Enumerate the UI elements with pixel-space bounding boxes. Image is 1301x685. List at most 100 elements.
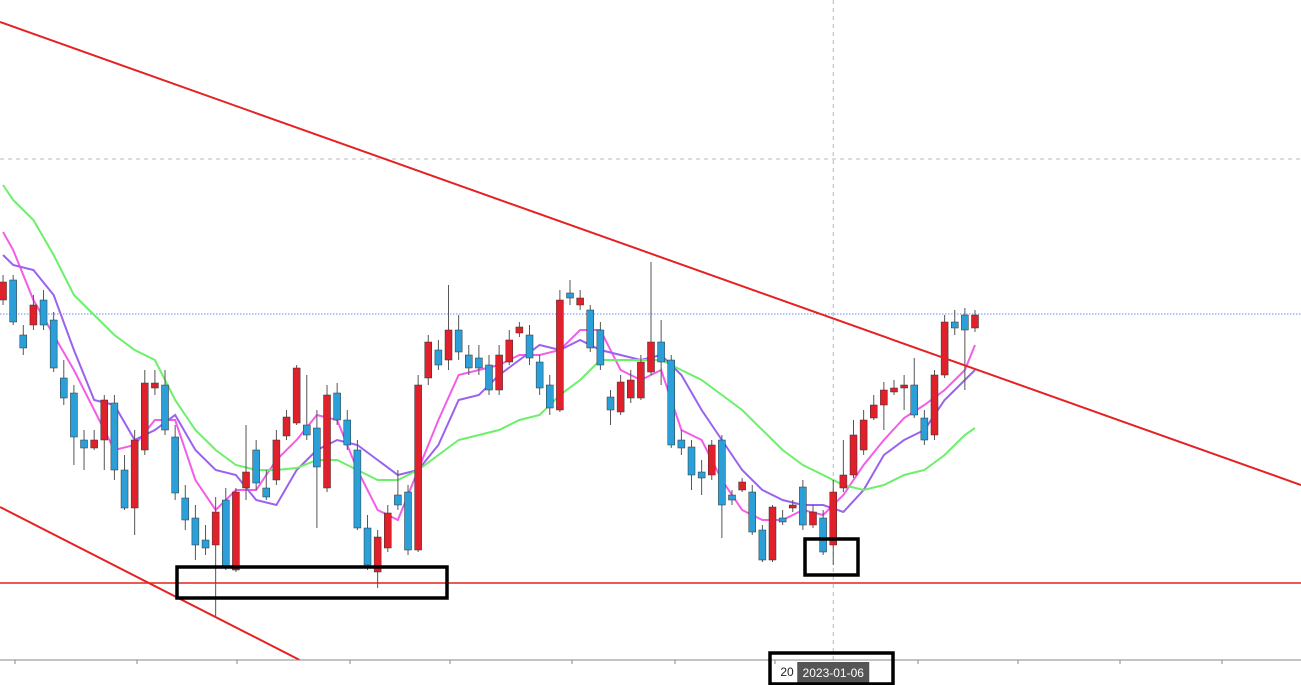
candle-body — [191, 517, 200, 546]
candle-body — [880, 389, 888, 406]
candle-body — [454, 329, 463, 353]
candle-body — [161, 384, 169, 431]
candle-body — [637, 361, 645, 399]
candle-body — [900, 384, 908, 389]
candle-body — [434, 349, 443, 366]
candle-body — [961, 314, 969, 331]
candle-body — [130, 439, 139, 509]
candle-body — [394, 494, 402, 506]
candle-body — [39, 299, 48, 326]
candle-body — [110, 402, 119, 471]
candle-body — [465, 354, 473, 369]
candle-body — [384, 512, 392, 549]
candle-body — [444, 329, 453, 361]
candle-body — [232, 491, 240, 571]
candle-body — [819, 517, 827, 553]
candle-body — [262, 487, 271, 498]
candle-body — [343, 419, 352, 446]
candle-body — [0, 281, 7, 301]
candle-body — [9, 279, 17, 323]
candle-body — [758, 529, 767, 561]
candle-body — [29, 304, 38, 326]
candle-body — [647, 341, 655, 373]
candle-body — [90, 439, 98, 449]
candle-body — [788, 504, 797, 509]
candle-body — [859, 419, 868, 451]
candle-body — [930, 374, 939, 436]
candle-body — [910, 384, 918, 416]
candle-body — [768, 506, 777, 561]
candle-body — [738, 481, 746, 491]
candle-body — [667, 359, 676, 446]
candle-body — [515, 326, 524, 334]
candle-body — [566, 292, 574, 299]
candle-body — [677, 439, 686, 449]
crosshair-label: 2023-01-06 — [803, 666, 865, 680]
candle-body — [890, 387, 898, 393]
candle-body — [809, 511, 817, 526]
candle-body — [424, 341, 433, 379]
x-axis-area — [0, 660, 1301, 685]
candle-body — [211, 511, 220, 546]
candle-body — [718, 439, 726, 506]
trendline — [0, 21, 1301, 486]
candle-body — [616, 381, 625, 413]
candle-body — [303, 424, 311, 436]
candle-body — [141, 382, 149, 451]
candle-body — [80, 439, 88, 449]
annotation-box — [175, 565, 449, 600]
candle-body — [748, 491, 757, 533]
trendline — [0, 506, 301, 661]
candle-body — [606, 396, 615, 411]
candle-body — [657, 341, 665, 363]
moving-average-line — [2, 184, 976, 492]
candle-body — [778, 517, 787, 523]
candle-body — [485, 364, 493, 391]
candle-body — [576, 297, 584, 306]
crosshair-label-box — [797, 662, 870, 684]
candle-body — [353, 449, 362, 529]
candle-body — [151, 382, 159, 389]
candle-body — [282, 416, 291, 437]
candle-body — [414, 384, 422, 551]
candle-body — [495, 354, 503, 391]
annotation-box — [803, 537, 860, 577]
candle-body — [49, 319, 58, 369]
candle-body — [323, 394, 331, 489]
candle-body — [404, 491, 412, 551]
candle-body — [535, 361, 544, 389]
candle-body — [222, 499, 230, 568]
candle-body — [292, 367, 301, 424]
candle-body — [940, 321, 949, 376]
candle-body — [19, 334, 28, 349]
candle-body — [363, 527, 372, 566]
candle-body — [697, 471, 706, 479]
candle-body — [120, 469, 129, 509]
candle-body — [70, 392, 78, 438]
candle-body — [60, 377, 68, 399]
candle-body — [849, 434, 858, 476]
candle-body — [839, 474, 848, 489]
candle-body — [627, 379, 635, 399]
candle-body — [201, 539, 210, 549]
candle-body — [586, 309, 595, 349]
candle-body — [272, 439, 281, 481]
candle-body — [799, 486, 807, 526]
candle-body — [475, 357, 483, 369]
candle-body — [920, 417, 929, 441]
candle-body — [687, 446, 696, 476]
candle-body — [556, 299, 564, 411]
annotation-box — [768, 651, 895, 685]
candle-body — [829, 491, 837, 546]
candle-body — [313, 427, 321, 468]
candle-body — [242, 471, 250, 489]
candle-body — [546, 384, 554, 409]
candle-body — [171, 436, 179, 494]
candle-body — [252, 449, 260, 484]
candle-body — [100, 399, 109, 441]
candle-body — [525, 334, 534, 359]
candle-body — [373, 536, 382, 573]
candle-body — [950, 321, 959, 329]
